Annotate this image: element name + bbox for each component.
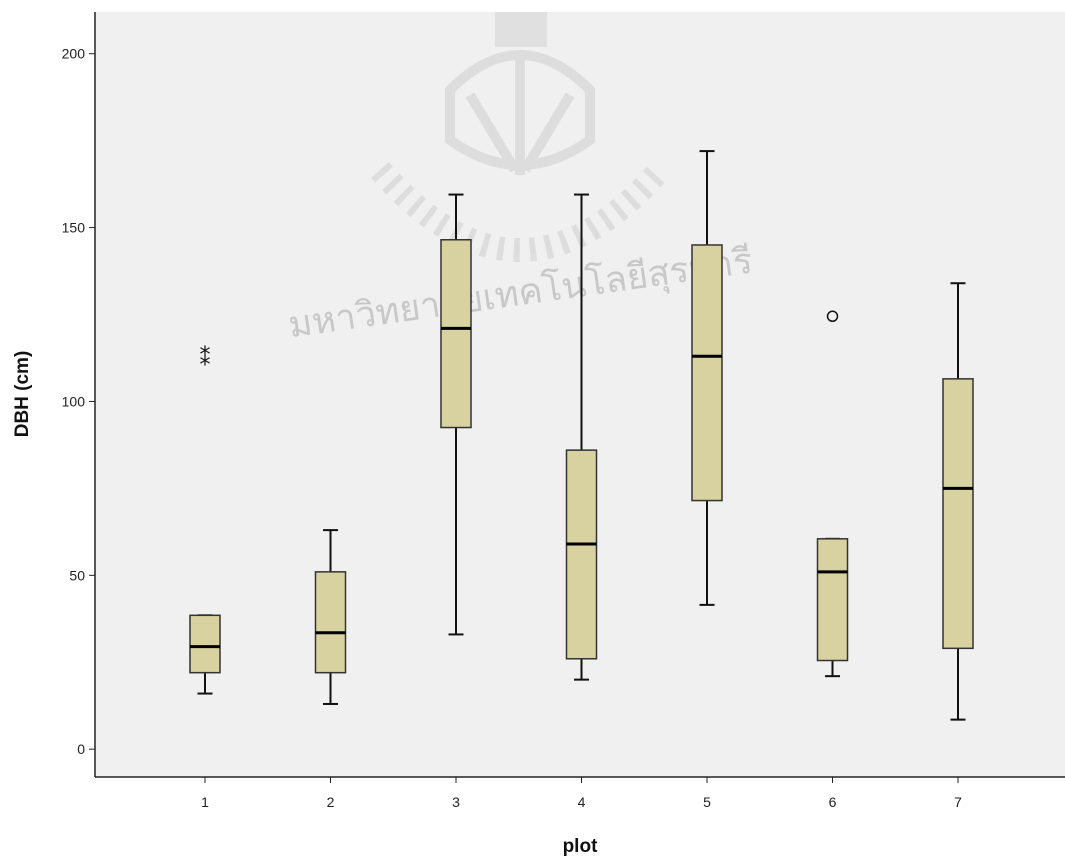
box bbox=[314, 571, 347, 674]
box bbox=[565, 449, 598, 660]
box bbox=[816, 538, 849, 662]
box bbox=[440, 239, 472, 429]
x-tick-label: 5 bbox=[703, 794, 711, 810]
plot-area bbox=[95, 12, 1065, 777]
watermark-seal-icon bbox=[370, 12, 670, 262]
x-tick-label: 2 bbox=[327, 794, 335, 810]
y-axis-title: DBH (cm) bbox=[12, 351, 33, 438]
y-tick-label: 0 bbox=[77, 741, 85, 757]
extreme-point: * bbox=[200, 353, 211, 378]
box-group-7 bbox=[942, 282, 974, 721]
outlier-point bbox=[826, 310, 839, 323]
y-tick-label: 150 bbox=[62, 220, 86, 236]
y-tick-label: 50 bbox=[69, 567, 85, 583]
axes: 0 50 100 150 200 1 2 3 4 5 6 7 bbox=[62, 12, 1065, 810]
box-group-4 bbox=[565, 193, 598, 681]
box bbox=[942, 378, 974, 650]
box bbox=[691, 244, 723, 502]
box-group-6 bbox=[816, 310, 849, 678]
extreme-point: * bbox=[200, 343, 211, 368]
chart-marks: ** bbox=[189, 150, 974, 721]
box bbox=[189, 614, 221, 674]
box-group-3 bbox=[440, 193, 472, 636]
box-group-2 bbox=[314, 529, 347, 705]
x-tick-label: 7 bbox=[954, 794, 962, 810]
box-group-1: ** bbox=[189, 343, 221, 695]
x-tick-label: 1 bbox=[201, 794, 209, 810]
y-tick-label: 200 bbox=[62, 46, 86, 62]
x-axis-title: plot bbox=[563, 836, 598, 857]
x-tick-label: 4 bbox=[578, 794, 586, 810]
x-tick-label: 3 bbox=[452, 794, 460, 810]
box-group-5 bbox=[691, 150, 723, 606]
y-tick-label: 100 bbox=[62, 393, 86, 409]
x-tick-label: 6 bbox=[829, 794, 837, 810]
